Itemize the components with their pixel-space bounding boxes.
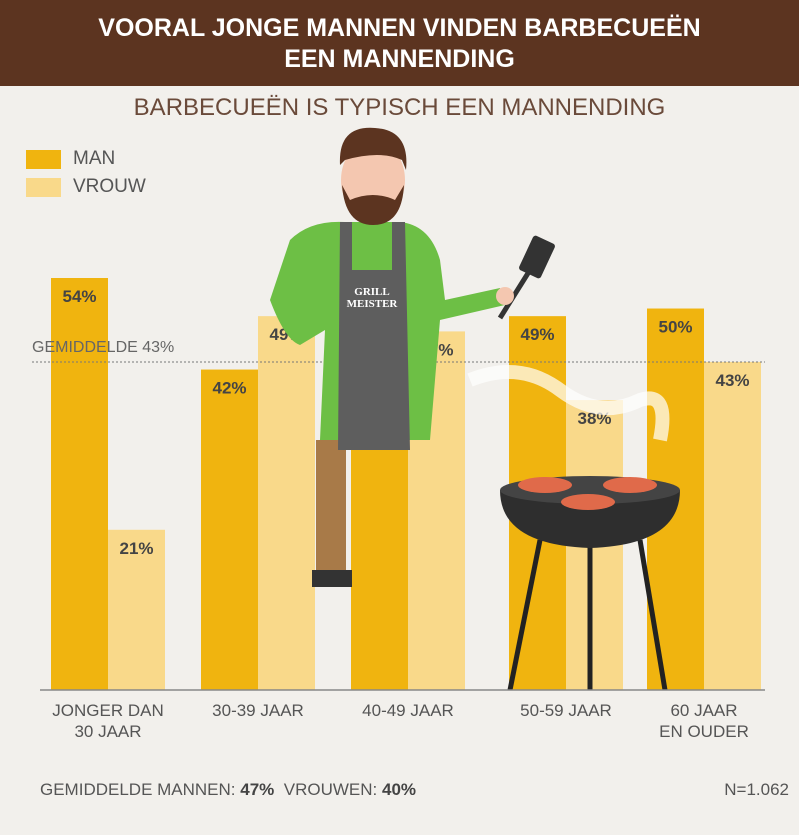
chart-title: BARBECUEËN IS TYPISCH EEN MANNENDING xyxy=(133,94,666,121)
x-tick-label: 50-59 JAAR xyxy=(520,701,612,720)
title-line-1: VOORAL JONGE MANNEN VINDEN BARBECUEËN xyxy=(98,14,701,42)
data-label: 21% xyxy=(119,539,153,558)
man-hand xyxy=(496,287,514,305)
legend-label-vrouw: VROUW xyxy=(73,176,146,197)
x-tick-label: JONGER DAN 30 JAAR xyxy=(52,701,164,741)
burger-icon xyxy=(561,494,615,510)
spatula-icon xyxy=(519,235,555,279)
data-label: 50% xyxy=(658,318,692,337)
man-shoe xyxy=(312,570,352,587)
burger-icon xyxy=(603,477,657,493)
spatula-handle xyxy=(497,268,533,320)
bar-man xyxy=(51,278,108,690)
grill-master-illustration: GRILL MEISTER xyxy=(270,127,555,587)
footer-averages: GEMIDDELDE MANNEN: 47% VROUWEN: 40% xyxy=(40,780,416,800)
bar-man xyxy=(201,369,258,690)
bar-man xyxy=(351,407,408,690)
man-leg xyxy=(316,440,346,580)
grill-leg xyxy=(637,539,668,691)
grill-bowl xyxy=(500,490,680,548)
footer-label: GEMIDDELDE MANNEN: xyxy=(40,780,236,799)
apron-text-1: GRILL xyxy=(354,286,389,298)
legend-label-man: MAN xyxy=(73,148,116,169)
footer-women-label: VROUWEN: xyxy=(283,780,378,799)
man-beard xyxy=(342,185,404,225)
x-tick-label: 30-39 JAAR xyxy=(212,701,304,720)
bar-vrouw xyxy=(704,361,761,690)
title-line-2: EEN MANNENDING xyxy=(284,45,515,73)
legend-swatch-man xyxy=(26,149,61,169)
x-tick-label: 40-49 JAAR xyxy=(362,701,454,720)
man-hair xyxy=(339,127,407,170)
average-women: 40% xyxy=(381,780,417,799)
legend-swatch-vrouw xyxy=(26,177,61,197)
bar-vrouw xyxy=(258,316,315,690)
legend-man: MAN xyxy=(26,148,115,170)
average-men: 47% xyxy=(240,780,275,799)
data-label: 49% xyxy=(520,325,554,344)
grill-leg xyxy=(507,539,543,691)
barbecue-illustration xyxy=(467,365,680,691)
apron xyxy=(338,222,410,450)
data-label: 43% xyxy=(715,371,749,390)
x-tick-label: 60 JAAR EN OUDER xyxy=(659,701,749,741)
sample-size: N=1.062 xyxy=(724,780,789,799)
data-label: 42% xyxy=(212,379,246,398)
apron-text-2: MEISTER xyxy=(347,298,399,310)
data-label: 54% xyxy=(62,287,96,306)
header: VOORAL JONGE MANNEN VINDEN BARBECUEËN EE… xyxy=(0,0,799,86)
legend-vrouw: VROUW xyxy=(26,176,146,198)
smoke xyxy=(467,365,670,442)
average-label: GEMIDDELDE 43% xyxy=(32,339,174,356)
bar-vrouw xyxy=(108,529,165,690)
burger-icon xyxy=(518,477,572,493)
